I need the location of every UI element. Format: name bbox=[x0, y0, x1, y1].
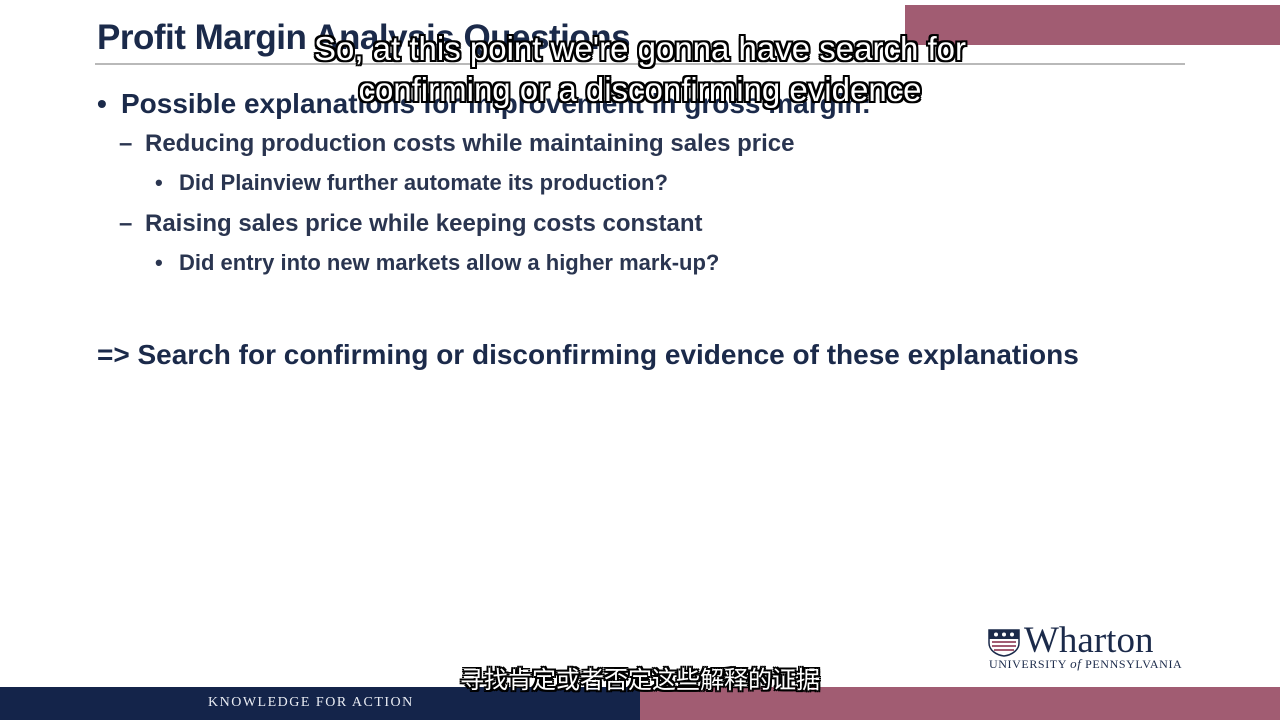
logo-university: UNIVERSITY of PENNSYLVANIA bbox=[989, 656, 1183, 671]
logo-wordmark: Wharton bbox=[1024, 620, 1154, 661]
footer-tagline: KNOWLEDGE FOR ACTION bbox=[208, 695, 414, 710]
footer-navy-bar: KNOWLEDGE FOR ACTION bbox=[0, 687, 640, 720]
bullet-level-2: – Raising sales price while keeping cost… bbox=[119, 210, 1217, 250]
bullet-text: Raising sales price while keeping costs … bbox=[145, 210, 703, 237]
footer-accent-bar bbox=[640, 687, 1280, 720]
bullet-level-3: • Did entry into new markets allow a hig… bbox=[155, 250, 1217, 290]
bullet-level-3: • Did Plainview further automate its pro… bbox=[155, 170, 1217, 210]
conclusion-text: => Search for confirming or disconfirmin… bbox=[97, 339, 1079, 370]
bullet-text: Did entry into new markets allow a highe… bbox=[179, 250, 720, 275]
bullet-text: Reducing production costs while maintain… bbox=[145, 130, 795, 157]
title-divider bbox=[95, 63, 1185, 65]
bullet-dot-icon: • bbox=[97, 88, 107, 119]
slide-title: Profit Margin Analysis Questions bbox=[97, 18, 631, 57]
bullet-dash-icon: – bbox=[119, 210, 133, 237]
bullet-level-1: • Possible explanations for improvement … bbox=[97, 88, 1217, 130]
penn-shield-icon bbox=[988, 629, 1020, 657]
top-accent-bar bbox=[905, 5, 1280, 45]
subtitle-chinese: 寻找肯定或者否定这些解释的证据 bbox=[460, 666, 820, 694]
bullet-dash-icon: – bbox=[119, 130, 133, 157]
wharton-logo: Wharton UNIVERSITY of PENNSYLVANIA bbox=[988, 620, 1198, 675]
bullet-dot-icon: • bbox=[155, 170, 163, 195]
subtitle-english: So, at this point we're gonna have searc… bbox=[313, 30, 967, 108]
bullet-level-2: – Reducing production costs while mainta… bbox=[119, 130, 1217, 170]
bullet-dot-icon: • bbox=[155, 250, 163, 275]
bullet-text: Possible explanations for improvement in… bbox=[121, 88, 871, 119]
bullet-text: Did Plainview further automate its produ… bbox=[179, 170, 668, 195]
bullet-list: • Possible explanations for improvement … bbox=[97, 88, 1217, 290]
